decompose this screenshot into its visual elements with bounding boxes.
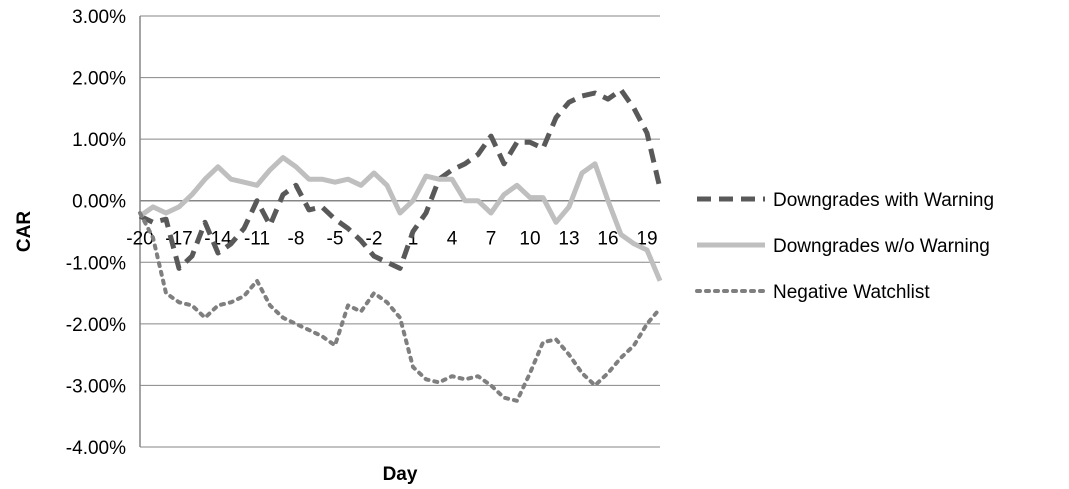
x-tick-label: 19 xyxy=(636,229,657,250)
x-tick-label: -5 xyxy=(327,229,344,250)
series-line xyxy=(138,87,663,271)
series-lines xyxy=(138,87,663,403)
y-axis-title: CAR xyxy=(14,211,35,252)
legend-label: Downgrades w/o Warning xyxy=(773,236,990,257)
x-tick-label: 7 xyxy=(486,229,497,250)
x-tick-label: 16 xyxy=(597,229,618,250)
x-axis-title: Day xyxy=(383,464,418,485)
x-tick-label: -11 xyxy=(244,229,270,250)
x-tick-label: -8 xyxy=(288,229,305,250)
y-tick-label: 1.00% xyxy=(72,130,126,151)
series-line xyxy=(138,155,663,282)
y-tick-labels: 3.00% 2.00% 1.00% 0.00% -1.00% -2.00% -3.00% -4… xyxy=(66,7,126,459)
x-tick-label: 1 xyxy=(408,229,419,250)
legend-label: Negative Watchlist xyxy=(773,282,930,303)
y-tick-label: -3.00% xyxy=(66,376,126,397)
legend: Downgrades with Warning Downgrades w/o Wa… xyxy=(695,190,994,303)
x-tick-label: 13 xyxy=(558,229,579,250)
x-tick-labels: -20 -17 -14 -11 -8 -5 -2 1 4 7 10 13 16 19 xyxy=(126,229,657,250)
x-tick-label: 10 xyxy=(519,229,540,250)
legend-label: Downgrades with Warning xyxy=(773,190,994,211)
y-tick-label: 2.00% xyxy=(72,69,126,90)
series-line xyxy=(138,211,662,403)
x-tick-label: -2 xyxy=(366,229,383,250)
x-tick-label: 4 xyxy=(447,229,458,250)
y-tick-label: 0.00% xyxy=(72,192,126,213)
y-tick-label: -2.00% xyxy=(66,315,126,336)
y-tick-label: -4.00% xyxy=(66,438,126,459)
y-tick-label: 3.00% xyxy=(72,7,126,28)
x-tick-label: -20 xyxy=(126,229,153,250)
y-tick-label: -1.00% xyxy=(66,253,126,274)
